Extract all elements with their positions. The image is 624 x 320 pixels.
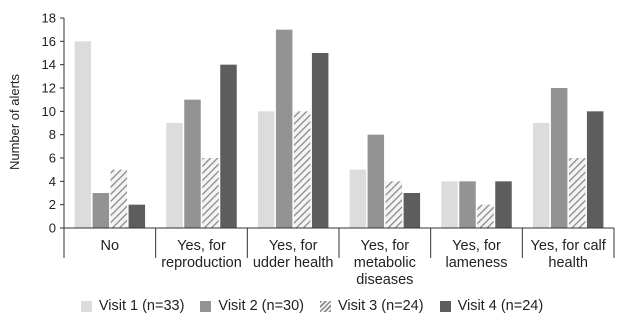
bar-4-5 — [495, 181, 512, 228]
x-category-label-line: Yes, for — [452, 238, 501, 254]
x-category-label: Yes, for lameness — [445, 238, 507, 271]
bar-1-4 — [349, 169, 367, 228]
x-category-label-line: lameness — [445, 255, 507, 271]
y-tick-label: 14 — [42, 57, 56, 72]
x-category-label-line: Yes, for — [177, 238, 226, 254]
legend-item: Visit 4 (n=24) — [439, 298, 544, 314]
legend-swatch — [439, 300, 451, 312]
axes — [63, 18, 615, 258]
legend-label: Visit 1 (n=33) — [98, 298, 185, 314]
x-category-label-line: udder health — [253, 255, 334, 271]
legend-label: Visit 4 (n=24) — [457, 298, 544, 314]
x-category-label: Yes, for udder health — [253, 238, 334, 271]
y-tick-label: 10 — [42, 104, 56, 119]
bar-4-1 — [128, 204, 146, 228]
x-category-label-line: Yes, for — [361, 238, 410, 254]
legend-item: Visit 2 (n=30) — [200, 298, 304, 314]
bar-4-2 — [220, 64, 237, 229]
y-axis-label: Number of alerts — [7, 73, 22, 170]
legend-item: Visit 3 (n=24) — [320, 298, 424, 314]
bar-3-4 — [385, 181, 403, 228]
legend-item: Visit 1 (n=33) — [80, 298, 185, 314]
bar-2-3 — [275, 29, 293, 228]
x-category-label: Yes, for reproduction — [161, 238, 242, 271]
x-category-label: Yes, for calf health — [531, 238, 607, 271]
x-category-label-line: metabolic — [354, 255, 416, 271]
bar-3-1 — [110, 169, 128, 228]
y-tick-label: 6 — [49, 151, 56, 166]
y-tick-label: 0 — [49, 221, 56, 236]
x-category-label-line: diseases — [356, 272, 413, 288]
legend-swatch — [320, 300, 331, 312]
y-axis-title: Number of alerts — [7, 73, 22, 170]
bar-3-2 — [202, 158, 219, 228]
x-category-label: Yes, for metabolic diseases — [354, 238, 416, 288]
x-category-label-line: Yes, for — [269, 238, 318, 254]
bar-1-5 — [441, 181, 458, 228]
x-category-label-line: No — [101, 238, 120, 254]
bar-3-3 — [293, 111, 311, 228]
y-tick-label: 18 — [42, 11, 56, 26]
bar-1-6 — [532, 123, 550, 228]
y-axis-ticks: 0 2 4 6 8 10 12 14 16 18 — [42, 11, 64, 236]
bar-4-6 — [586, 111, 604, 228]
bar-2-1 — [92, 193, 110, 228]
y-tick-label: 4 — [49, 174, 56, 189]
bar-2-2 — [184, 99, 201, 229]
bar-2-4 — [367, 134, 385, 228]
y-tick-label: 12 — [42, 81, 56, 96]
legend-label: Visit 2 (n=30) — [218, 298, 304, 314]
bar-2-5 — [459, 181, 476, 228]
y-tick-label: 8 — [49, 127, 56, 142]
x-category-label-line: reproduction — [161, 255, 242, 271]
legend-swatch — [80, 300, 92, 312]
legend: Visit 1 (n=33) Visit 2 (n=30) Visit 3 (n=2… — [0, 296, 624, 316]
bar-3-6 — [568, 158, 586, 228]
bar-3-5 — [477, 204, 494, 228]
x-category-label-line: health — [548, 255, 588, 271]
bar-1-1 — [74, 41, 92, 229]
y-tick-label: 2 — [49, 197, 56, 212]
bar-4-4 — [403, 193, 421, 228]
legend-swatch — [200, 300, 212, 312]
legend-label: Visit 3 (n=24) — [338, 298, 424, 314]
x-category-label: No — [101, 238, 120, 254]
bar-2-6 — [550, 88, 568, 228]
x-category-label-line: Yes, for calf — [531, 238, 607, 254]
bar-1-3 — [257, 111, 275, 228]
y-tick-label: 16 — [42, 34, 56, 49]
bar-1-2 — [166, 123, 183, 228]
bar-4-3 — [311, 53, 329, 228]
bars — [74, 29, 604, 229]
